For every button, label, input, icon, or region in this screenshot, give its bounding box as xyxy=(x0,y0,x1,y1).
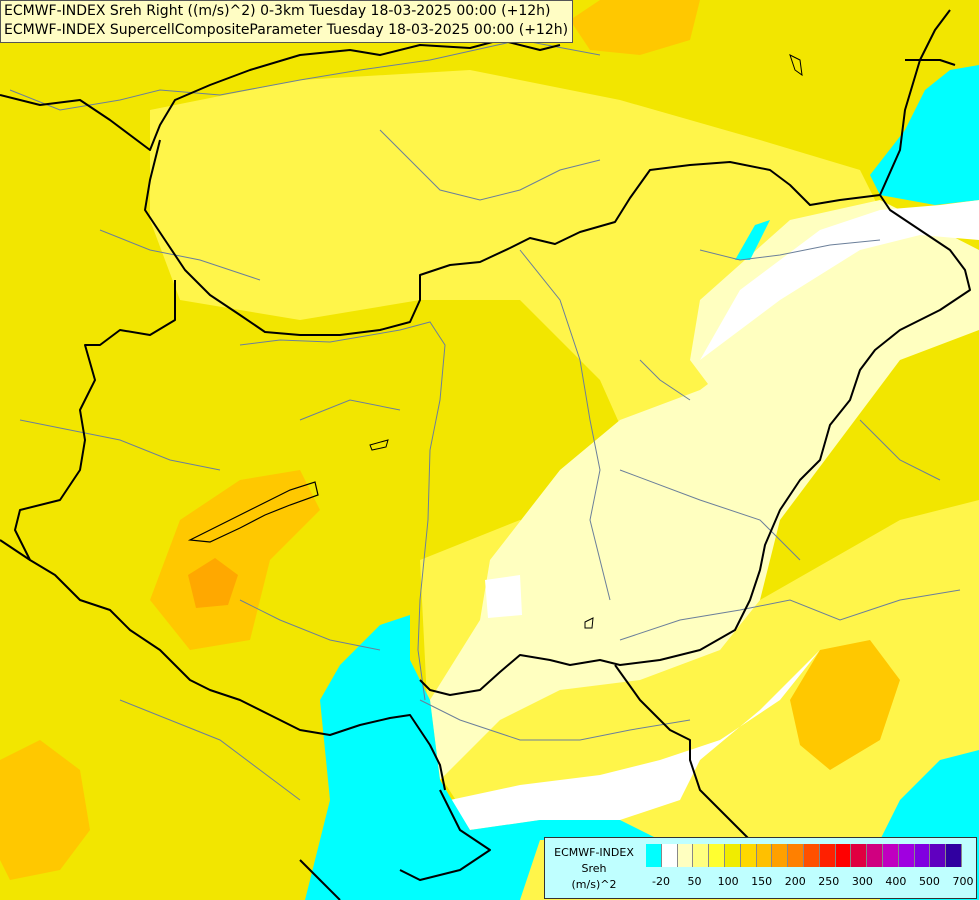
legend-swatch xyxy=(693,844,710,867)
legend-swatch xyxy=(709,844,725,867)
lake-balaton xyxy=(187,481,319,543)
map-title-box: ECMWF-INDEX Sreh Right ((m/s)^2) 0-3km T… xyxy=(0,0,574,43)
legend-tick-label: 200 xyxy=(784,875,806,888)
legend-swatch xyxy=(677,844,694,867)
title-line-2: ECMWF-INDEX SupercellCompositeParameter … xyxy=(4,22,569,38)
legend-swatch xyxy=(898,844,915,867)
orange-zone-north xyxy=(570,0,700,55)
legend-swatch xyxy=(724,844,741,867)
cyan-strip xyxy=(735,220,770,260)
legend-tick-label: 300 xyxy=(851,875,873,888)
legend-swatch xyxy=(930,844,947,867)
country-borders xyxy=(0,9,971,900)
legend-tick-label: 400 xyxy=(885,875,907,888)
legend-variable: Sreh xyxy=(581,862,607,875)
orange-core-west xyxy=(188,558,238,608)
lake-small-2 xyxy=(584,617,594,629)
lake-small-1 xyxy=(369,439,389,451)
legend-swatch xyxy=(646,844,662,867)
orange-zone-southeast xyxy=(790,640,900,770)
legend-tick-label: 500 xyxy=(918,875,940,888)
cyan-zone-northeast xyxy=(870,65,979,205)
legend-swatch xyxy=(835,844,852,867)
legend-ticks: -20 50 100 150 200 250 300 400 500 700 xyxy=(646,875,973,891)
pale-yellow-zone-east xyxy=(690,200,940,400)
legend-swatch xyxy=(882,844,899,867)
orange-zone-west xyxy=(150,470,320,650)
white-zone-northeast xyxy=(700,200,979,360)
legend-swatch xyxy=(851,844,868,867)
pale-yellow-zone xyxy=(430,230,979,780)
legend-swatches xyxy=(646,844,962,867)
legend-swatch xyxy=(819,844,836,867)
legend-swatch xyxy=(788,844,804,867)
legend-model: ECMWF-INDEX xyxy=(554,846,634,859)
legend-swatch xyxy=(914,844,931,867)
cyan-zone-south xyxy=(305,615,660,900)
white-patch xyxy=(485,575,522,618)
legend-swatch xyxy=(756,844,773,867)
legend-swatch xyxy=(772,844,789,867)
river-network xyxy=(9,39,961,801)
legend-swatch xyxy=(661,844,678,867)
legend-tick-label: 50 xyxy=(687,875,702,888)
legend-tick-label: 150 xyxy=(751,875,773,888)
color-legend: ECMWF-INDEX Sreh (m/s)^2 -20 50 100 150 200 2… xyxy=(544,837,977,899)
lake-small-3 xyxy=(789,54,803,77)
legend-unit: (m/s)^2 xyxy=(571,878,617,891)
title-line-1: ECMWF-INDEX Sreh Right ((m/s)^2) 0-3km T… xyxy=(4,3,551,19)
legend-swatch xyxy=(803,844,820,867)
legend-swatch xyxy=(946,844,962,867)
legend-swatch xyxy=(740,844,757,867)
legend-tick-label: 700 xyxy=(952,875,974,888)
legend-tick-label: 250 xyxy=(818,875,840,888)
white-zone-south xyxy=(450,650,820,830)
legend-tick-label: -20 xyxy=(652,875,670,888)
legend-tick-label: 100 xyxy=(717,875,739,888)
legend-swatch xyxy=(867,844,883,867)
orange-zone-southwest xyxy=(0,740,90,880)
